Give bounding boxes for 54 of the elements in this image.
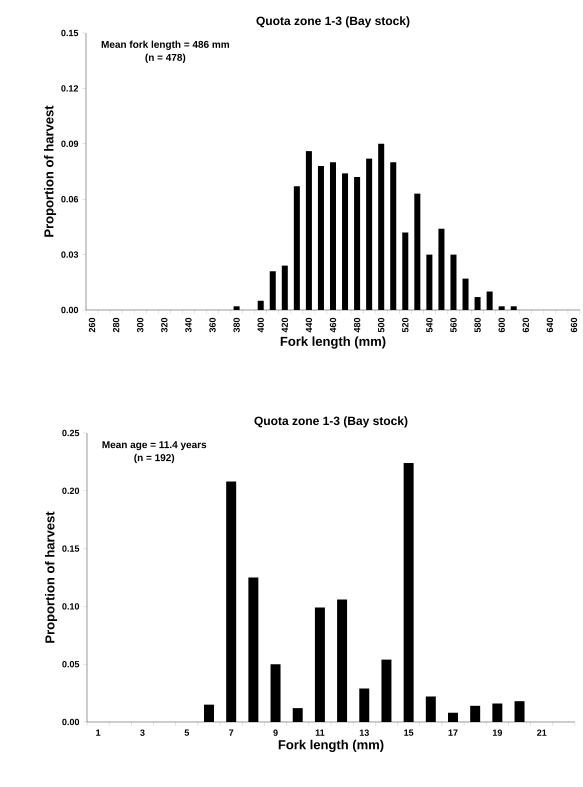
annotation: Mean age = 11.4 years: [102, 441, 206, 450]
x-tick-label: 17: [448, 730, 458, 736]
chart-title: Quota zone 1-3 (Bay stock): [254, 416, 408, 428]
chart-title: Quota zone 1-3 (Bay stock): [256, 16, 410, 28]
x-tick-label: 19: [492, 730, 502, 736]
y-tick-label: 0.25: [62, 430, 80, 436]
x-tick-label: 1: [96, 730, 100, 736]
x-tick-label: 440: [306, 318, 312, 332]
x-tick-label: 320: [161, 318, 168, 332]
x-tick-label: 540: [426, 318, 433, 332]
y-tick-label: 0.00: [62, 718, 80, 726]
x-tick-label: 480: [354, 318, 360, 332]
x-tick-label: 260: [88, 318, 96, 332]
x-tick-label: 9: [273, 730, 278, 736]
x-tick-label: 500: [378, 318, 384, 332]
x-tick-label: 3: [140, 730, 145, 736]
y-tick-label: 0.12: [61, 85, 78, 92]
x-tick-label: 360: [209, 318, 216, 332]
x-tick-label: 13: [360, 730, 369, 736]
annotation: (n = 192): [134, 454, 174, 464]
x-tick-label: 15: [404, 730, 414, 736]
x-tick-label: 7: [229, 730, 234, 736]
y-tick-label: 0.15: [62, 545, 80, 552]
y-axis-title: Proportion of harvest: [44, 106, 56, 237]
x-tick-label: 660: [570, 318, 578, 332]
y-tick-label: 0.00: [61, 306, 78, 314]
y-tick-label: 0.05: [62, 661, 80, 668]
annotation: Mean fork length = 486 mm: [102, 40, 230, 50]
x-axis-title: Fork length (mm): [278, 740, 384, 752]
y-tick-label: 0.15: [61, 30, 78, 36]
x-tick-label: 560: [450, 318, 457, 332]
x-tick-label: 600: [498, 318, 505, 332]
y-tick-label: 0.03: [61, 251, 78, 258]
x-tick-label: 300: [137, 318, 144, 332]
x-tick-label: 380: [233, 318, 240, 332]
x-tick-label: 640: [546, 318, 554, 332]
x-tick-label: 5: [184, 730, 190, 736]
x-tick-label: 520: [402, 318, 408, 332]
y-tick-label: 0.06: [61, 196, 78, 202]
y-tick-label: 0.09: [61, 140, 78, 147]
x-tick-label: 420: [282, 318, 288, 332]
x-tick-label: 620: [522, 318, 529, 332]
y-tick-label: 0.10: [62, 603, 80, 610]
x-tick-label: 280: [112, 318, 120, 332]
x-tick-label: 580: [474, 318, 481, 332]
x-tick-label: 400: [258, 318, 264, 332]
x-tick-label: 340: [185, 318, 192, 332]
x-tick-label: 21: [537, 730, 546, 736]
x-axis-title: Fork length (mm): [280, 336, 386, 349]
x-tick-label: 460: [330, 318, 336, 332]
y-axis-title: Proportion of harvest: [44, 512, 58, 643]
y-tick-label: 0.20: [62, 488, 80, 494]
x-tick-label: 11: [316, 730, 324, 736]
annotation: (n = 478): [145, 54, 186, 63]
